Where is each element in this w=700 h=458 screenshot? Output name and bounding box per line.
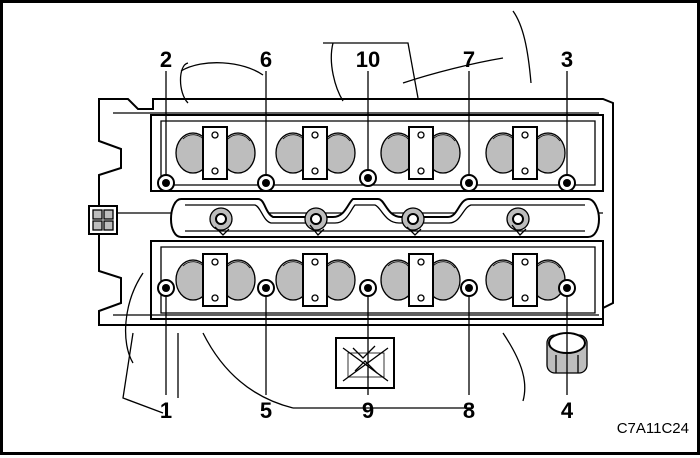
cap-bolt: [521, 131, 529, 139]
cam-lobe-highlight: [227, 261, 251, 269]
cam-lobe-highlight: [327, 261, 351, 269]
head-bolt-center: [162, 179, 170, 187]
head-bolt-center: [563, 179, 571, 187]
bolt-label-7: 7: [463, 47, 475, 72]
cap-bolt: [211, 167, 219, 175]
bearing-cap: [202, 126, 228, 180]
cap-bolt: [311, 167, 319, 175]
cap-bolt: [417, 258, 425, 266]
upper-cam-lobes: [175, 126, 566, 180]
bearing-cap: [302, 126, 328, 180]
bearing-cap: [408, 126, 434, 180]
spark-plug-center: [215, 213, 227, 225]
cam-lobe-highlight: [432, 134, 456, 142]
bolt-label-6: 6: [260, 47, 272, 72]
head-bolts: [157, 169, 576, 297]
lower-cam-lobes: [175, 253, 566, 307]
cap-bolt: [521, 294, 529, 302]
bearing-cap: [202, 253, 228, 307]
spark-plug-center: [310, 213, 322, 225]
cap-bolt: [211, 294, 219, 302]
bolt-label-9: 9: [362, 398, 374, 423]
head-bolt-center: [364, 284, 372, 292]
bearing-cap: [512, 253, 538, 307]
bearing-cap: [302, 253, 328, 307]
bolt-label-8: 8: [463, 398, 475, 423]
spark-plug-center: [512, 213, 524, 225]
cam-lobe-highlight: [327, 134, 351, 142]
spark-plug-lead: [511, 224, 527, 236]
id-plate: [335, 337, 395, 389]
bolt-label-4: 4: [561, 398, 574, 423]
head-bolt-center: [162, 284, 170, 292]
spark-plug-channel: [169, 198, 601, 238]
cap-bolt: [521, 167, 529, 175]
cylinder-head-bolt-diagram: 2 6 10 7 3 1 5 9 8 4 C7A11C24: [88, 10, 689, 437]
cap-bolt: [211, 258, 219, 266]
upper-cam-carrier: [150, 114, 604, 192]
cam-lobe-highlight: [432, 261, 456, 269]
spark-plugs: [209, 207, 530, 236]
head-bolt-center: [465, 179, 473, 187]
leader-lines: [165, 71, 568, 395]
bolt-label-2: 2: [160, 47, 172, 72]
cam-lobe-highlight: [537, 261, 561, 269]
head-bolt-center: [364, 174, 372, 182]
cap-bolt: [211, 131, 219, 139]
bolt-label-5: 5: [260, 398, 272, 423]
spark-plug-lead: [214, 226, 230, 236]
cap-bolt: [311, 294, 319, 302]
spark-plug-lead: [309, 224, 325, 236]
head-bolt-center: [563, 284, 571, 292]
bearing-cap: [408, 253, 434, 307]
mount-bracket: [88, 205, 118, 235]
head-bolt-center: [262, 179, 270, 187]
head-bolt-center: [262, 284, 270, 292]
cap-bolt: [417, 294, 425, 302]
spark-plug-lead: [406, 226, 422, 236]
bolt-label-3: 3: [561, 47, 573, 72]
bolt-label-1: 1: [160, 398, 172, 423]
spark-plug-center: [407, 213, 419, 225]
cap-bolt: [417, 167, 425, 175]
bearing-cap: [512, 126, 538, 180]
cap-bolt: [417, 131, 425, 139]
cap-bolt: [311, 258, 319, 266]
cam-lobe-highlight: [537, 134, 561, 142]
head-bolt-center: [465, 284, 473, 292]
figure-code: C7A11C24: [617, 420, 689, 437]
engine-block-outline: [122, 10, 532, 414]
cam-lobe-highlight: [227, 134, 251, 142]
cap-bolt: [521, 258, 529, 266]
bolt-label-10: 10: [356, 47, 380, 72]
cap-bolt: [311, 131, 319, 139]
